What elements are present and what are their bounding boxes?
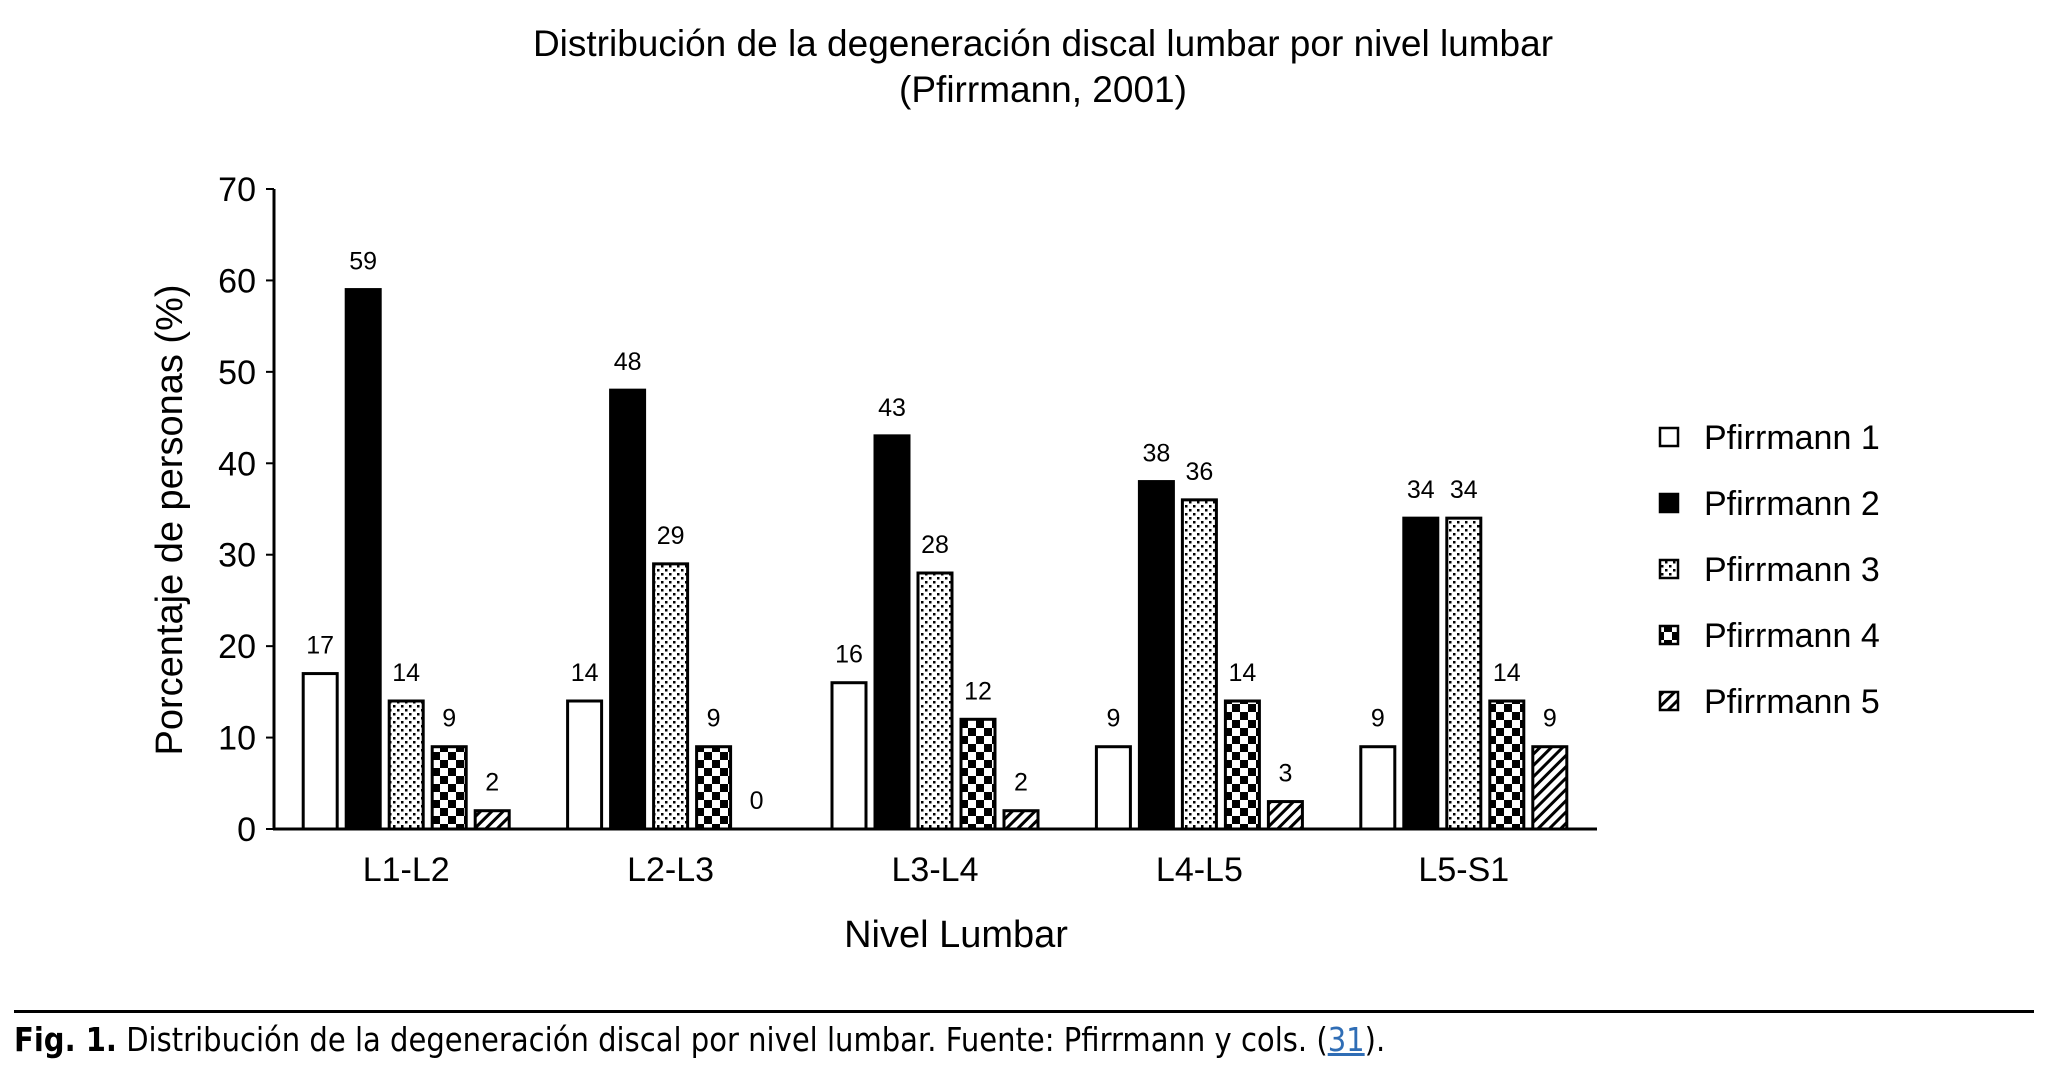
legend-swatch bbox=[1658, 558, 1680, 580]
data-label: 38 bbox=[1142, 440, 1170, 468]
bar-pfirrmann-4 bbox=[959, 717, 997, 831]
caption-label: Fig. 1. bbox=[14, 1020, 117, 1059]
data-label: 28 bbox=[921, 531, 949, 559]
data-label: 2 bbox=[1014, 769, 1028, 797]
legend-label: Pfirrmann 1 bbox=[1704, 419, 1880, 457]
y-axis-label: Porcentaje de personas (%) bbox=[149, 284, 191, 755]
y-tick-label: 20 bbox=[218, 628, 256, 666]
legend-label: Pfirrmann 3 bbox=[1704, 551, 1880, 589]
data-label: 3 bbox=[1278, 760, 1292, 788]
x-axis-label: Nivel Lumbar bbox=[844, 914, 1068, 956]
legend-item: Pfirrmann 3 bbox=[1658, 551, 1880, 589]
legend-item: Pfirrmann 5 bbox=[1658, 683, 1880, 721]
data-label: 14 bbox=[571, 659, 599, 687]
chart-subtitle: (Pfirrmann, 2001) bbox=[899, 69, 1187, 110]
bar-pfirrmann-5 bbox=[1266, 800, 1304, 831]
data-label: 9 bbox=[442, 705, 456, 733]
chart-title: Distribución de la degeneración discal l… bbox=[533, 23, 1553, 64]
bar-pfirrmann-1 bbox=[1359, 745, 1397, 831]
legend-swatch bbox=[1658, 690, 1680, 712]
data-label: 9 bbox=[707, 705, 721, 733]
bar-pfirrmann-4 bbox=[695, 745, 733, 831]
data-label: 16 bbox=[835, 641, 863, 669]
x-tick-label: L3-L4 bbox=[892, 851, 979, 889]
y-tick-label: 70 bbox=[218, 171, 256, 209]
legend-item: Pfirrmann 2 bbox=[1658, 485, 1880, 523]
bar-pfirrmann-3 bbox=[652, 562, 690, 831]
bar-pfirrmann-2 bbox=[1137, 480, 1175, 831]
caption-end: ). bbox=[1364, 1020, 1386, 1059]
data-label: 9 bbox=[1543, 705, 1557, 733]
legend-item: Pfirrmann 4 bbox=[1658, 617, 1880, 655]
bar-pfirrmann-2 bbox=[1402, 516, 1440, 831]
data-label: 29 bbox=[657, 522, 685, 550]
legend-label: Pfirrmann 4 bbox=[1704, 617, 1880, 655]
bar-pfirrmann-4 bbox=[430, 745, 468, 831]
x-tick-label: L1-L2 bbox=[363, 851, 450, 889]
y-tick-label: 10 bbox=[218, 720, 256, 758]
bar-pfirrmann-5 bbox=[1002, 809, 1040, 831]
caption-divider bbox=[14, 1010, 2034, 1013]
data-label: 0 bbox=[750, 787, 764, 815]
bar-pfirrmann-2 bbox=[344, 288, 382, 831]
reference-link[interactable]: 31 bbox=[1327, 1020, 1365, 1059]
bar-pfirrmann-4 bbox=[1223, 699, 1261, 831]
bar-pfirrmann-3 bbox=[1180, 498, 1218, 831]
bar-pfirrmann-3 bbox=[387, 699, 425, 831]
y-tick-label: 0 bbox=[237, 811, 256, 849]
bar-pfirrmann-1 bbox=[301, 672, 339, 831]
legend-swatch bbox=[1658, 624, 1680, 646]
data-label: 14 bbox=[392, 659, 420, 687]
bar-pfirrmann-3 bbox=[1445, 516, 1483, 831]
bar-pfirrmann-5 bbox=[1531, 745, 1569, 831]
x-tick-label: L2-L3 bbox=[627, 851, 714, 889]
data-label: 34 bbox=[1450, 476, 1478, 504]
bar-pfirrmann-4 bbox=[1488, 699, 1526, 831]
y-tick-label: 30 bbox=[218, 537, 256, 575]
bar-pfirrmann-2 bbox=[873, 434, 911, 831]
data-label: 12 bbox=[964, 677, 992, 705]
legend-swatch bbox=[1658, 426, 1680, 448]
data-label: 17 bbox=[306, 632, 334, 660]
caption-text: Distribución de la degeneración discal p… bbox=[116, 1020, 1328, 1059]
data-label: 34 bbox=[1407, 476, 1435, 504]
x-tick-label: L5-S1 bbox=[1418, 851, 1509, 889]
data-label: 9 bbox=[1371, 705, 1385, 733]
bar-pfirrmann-1 bbox=[1094, 745, 1132, 831]
data-label: 59 bbox=[349, 248, 377, 276]
bar-pfirrmann-1 bbox=[566, 699, 604, 831]
figure-caption: Fig. 1. Distribución de la degeneración … bbox=[14, 1020, 1385, 1059]
data-label: 48 bbox=[614, 348, 642, 376]
bar-pfirrmann-1 bbox=[830, 681, 868, 831]
data-label: 43 bbox=[878, 394, 906, 422]
legend-item: Pfirrmann 1 bbox=[1658, 419, 1880, 457]
y-tick-label: 40 bbox=[218, 445, 256, 483]
legend-label: Pfirrmann 2 bbox=[1704, 485, 1880, 523]
bar-pfirrmann-3 bbox=[916, 571, 954, 831]
data-label: 36 bbox=[1185, 458, 1213, 486]
y-tick-label: 60 bbox=[218, 262, 256, 300]
data-label: 14 bbox=[1228, 659, 1256, 687]
data-label: 14 bbox=[1493, 659, 1521, 687]
x-tick-label: L4-L5 bbox=[1156, 851, 1243, 889]
bar-chart: Distribución de la degeneración discal l… bbox=[149, 23, 1880, 956]
bar-pfirrmann-5 bbox=[473, 809, 511, 831]
data-label: 9 bbox=[1106, 705, 1120, 733]
data-label: 2 bbox=[485, 769, 499, 797]
bar-pfirrmann-2 bbox=[609, 388, 647, 831]
legend-label: Pfirrmann 5 bbox=[1704, 683, 1880, 721]
legend-swatch bbox=[1658, 492, 1680, 514]
y-tick-label: 50 bbox=[218, 354, 256, 392]
